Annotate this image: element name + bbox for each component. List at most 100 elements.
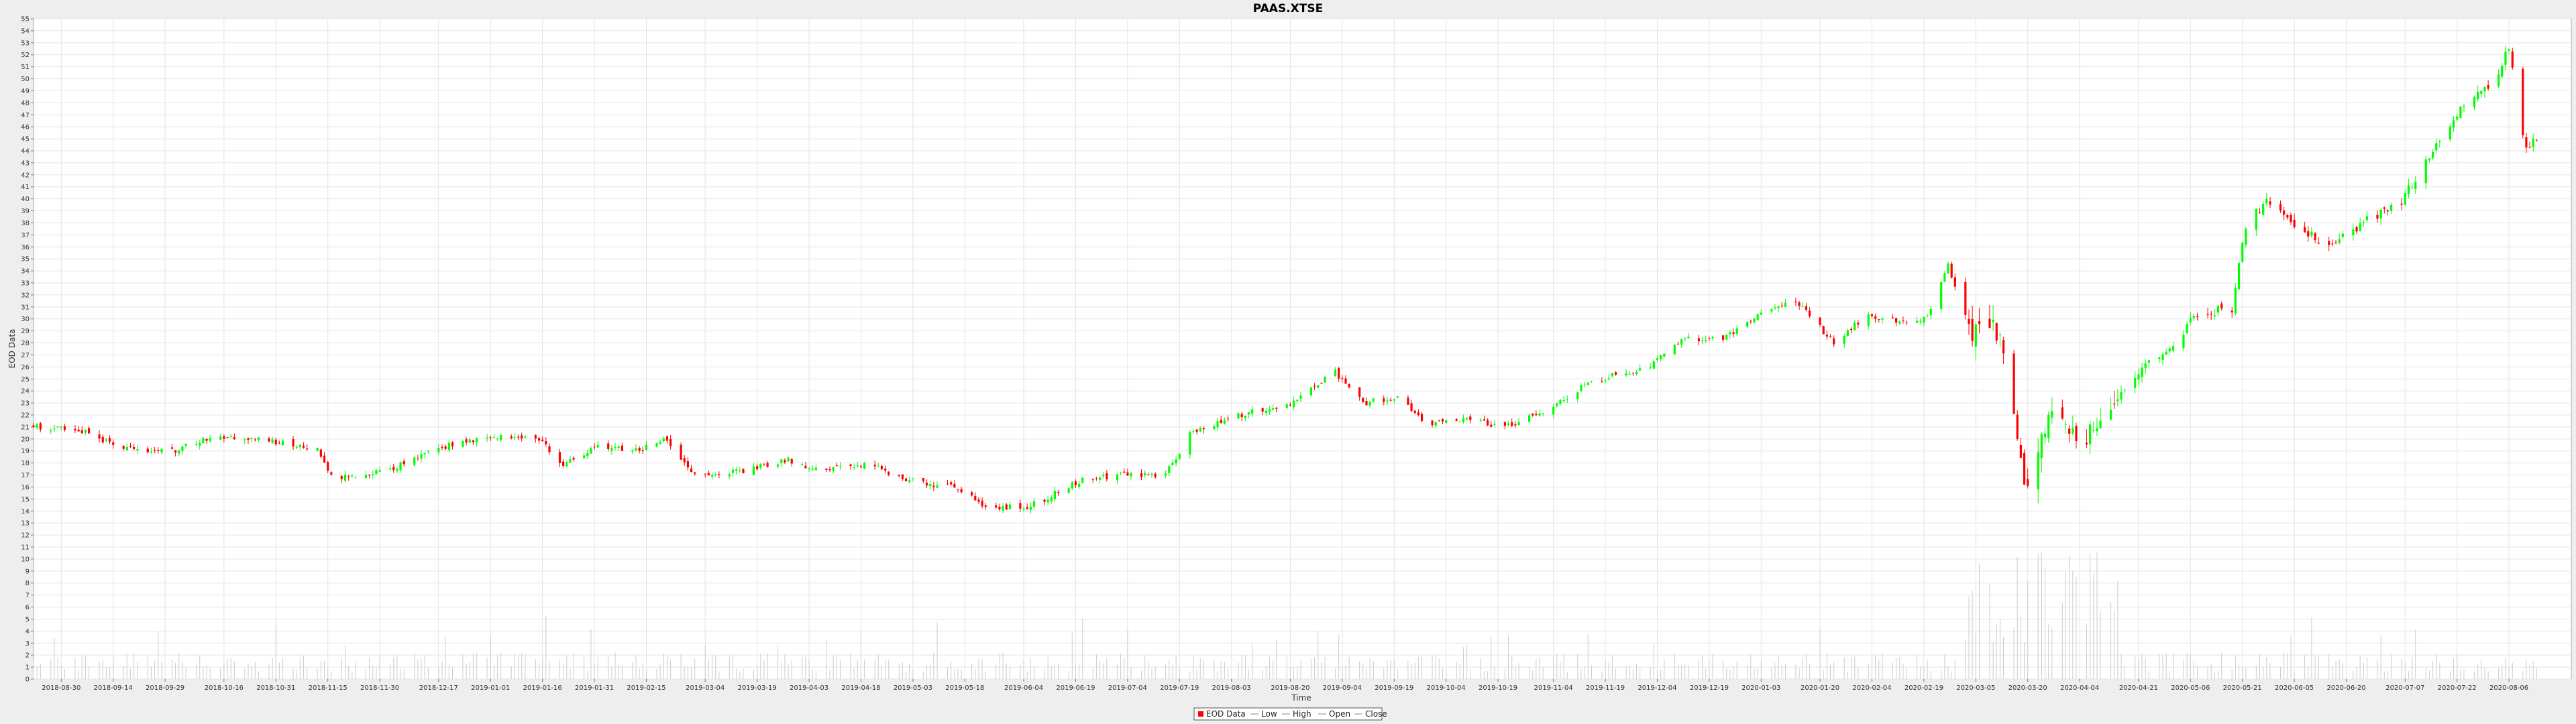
candle-body	[1556, 403, 1558, 406]
candle-body	[2504, 52, 2507, 65]
candle-body	[1431, 420, 1434, 426]
candle-body	[1074, 481, 1077, 485]
candle-body	[2283, 210, 2286, 215]
candle-body	[704, 473, 706, 475]
x-tick-label: 2019-05-03	[894, 684, 932, 692]
candle-body	[1372, 398, 1375, 402]
candle-body	[2365, 216, 2369, 221]
candle-body	[1493, 424, 1496, 425]
candle-body	[566, 462, 568, 467]
candle-body	[2279, 204, 2282, 210]
candle-body	[1324, 377, 1326, 383]
y-tick-label: 6	[25, 604, 30, 611]
candle-body	[323, 455, 326, 463]
candle-body	[2047, 414, 2050, 438]
candle-body	[953, 483, 956, 488]
candle-body	[1244, 416, 1246, 418]
candle-body	[444, 446, 447, 449]
candle-body	[451, 442, 454, 446]
y-tick-label: 3	[25, 640, 30, 648]
candle-body	[1829, 336, 1832, 337]
candle-body	[2134, 377, 2137, 388]
candle-body	[1261, 408, 1264, 412]
candle-body	[125, 446, 128, 450]
candle-body	[1022, 508, 1025, 510]
candle-body	[614, 446, 616, 448]
candle-body	[1974, 324, 1977, 347]
candle-body	[1220, 420, 1222, 424]
candle-body	[2359, 223, 2361, 231]
candle-body	[1625, 373, 1627, 375]
candle-body	[922, 478, 924, 481]
candle-body	[2123, 389, 2126, 391]
candle-body	[1822, 326, 1825, 335]
y-tick-label: 28	[21, 340, 30, 347]
candle-body	[1929, 308, 1932, 316]
candle-body	[223, 436, 225, 439]
candle-body	[150, 451, 153, 452]
x-tick-label: 2019-11-19	[1586, 684, 1625, 692]
candle-body	[645, 444, 648, 450]
candle-body	[1434, 422, 1437, 426]
candle-body	[202, 438, 205, 444]
candle-body	[2528, 147, 2531, 149]
candle-body	[476, 438, 478, 443]
y-tick-label: 43	[21, 160, 30, 167]
x-tick-label: 2019-11-04	[1534, 684, 1573, 692]
candle-body	[372, 474, 374, 475]
x-tick-label: 2018-11-30	[360, 684, 399, 692]
candle-body	[2522, 68, 2524, 135]
candle-body	[2141, 367, 2143, 377]
candle-body	[1005, 504, 1008, 510]
candle-body	[2314, 233, 2316, 241]
candle-body	[1559, 400, 1562, 404]
candle-body	[1199, 428, 1201, 432]
candle-body	[465, 439, 468, 443]
candle-body	[2043, 433, 2047, 438]
candle-body	[1604, 380, 1607, 381]
candle-body	[1805, 306, 1808, 310]
x-tick-label: 2020-06-05	[2275, 684, 2314, 692]
x-tick-label: 2019-09-19	[1375, 684, 1413, 692]
candle-body	[1067, 488, 1070, 493]
x-tick-label: 2020-04-04	[2060, 684, 2099, 692]
candle-body	[1708, 338, 1711, 339]
candle-body	[863, 463, 866, 469]
candle-body	[669, 438, 672, 446]
candle-body	[500, 434, 502, 440]
legend-item-label: Close	[1365, 709, 1387, 719]
candle-body	[1635, 372, 1638, 375]
candle-body	[777, 464, 780, 467]
y-tick-label: 32	[21, 292, 30, 299]
candle-body	[517, 436, 520, 438]
x-tick-label: 2019-07-04	[1108, 684, 1147, 692]
candle-body	[2023, 452, 2026, 485]
candle-body	[2189, 318, 2192, 322]
candle-body	[607, 443, 610, 449]
candle-body	[299, 444, 301, 447]
candle-body	[1189, 432, 1191, 455]
candle-body	[327, 462, 329, 471]
candle-body	[209, 438, 211, 442]
candle-body	[423, 452, 426, 455]
candle-body	[468, 439, 471, 443]
candle-body	[364, 475, 368, 479]
x-axis: 2018-08-30 2018-09-14 2018-09-29 2018-10-16…	[42, 679, 2528, 692]
candle-body	[2480, 90, 2483, 94]
candle-body	[472, 440, 475, 442]
y-tick-label: 33	[21, 280, 30, 288]
candle-body	[880, 465, 883, 469]
x-tick-label: 2020-04-21	[2119, 684, 2158, 692]
candle-body	[2456, 116, 2459, 120]
y-tick-label: 21	[21, 424, 30, 431]
candle-body	[2428, 158, 2430, 161]
candle-body	[2265, 198, 2268, 204]
candle-body	[1441, 419, 1444, 422]
candle-body	[2220, 303, 2223, 309]
candle-body	[1652, 361, 1655, 369]
candle-body	[707, 473, 710, 476]
candle-body	[1029, 506, 1032, 510]
candle-body	[2051, 411, 2053, 418]
candle-body	[1396, 396, 1399, 398]
candle-body	[351, 475, 354, 477]
